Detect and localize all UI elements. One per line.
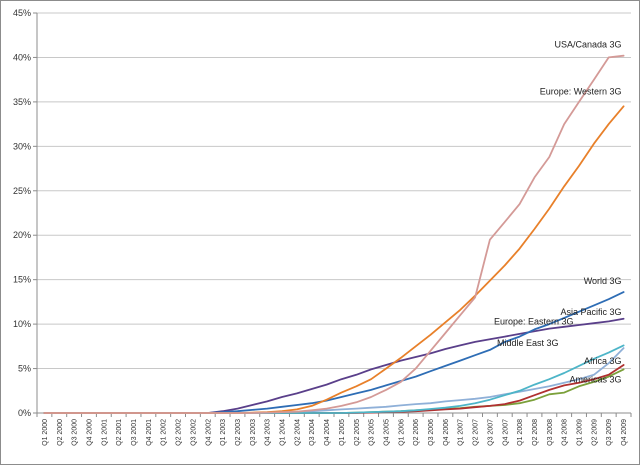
x-tick-label: Q2 2009 — [591, 419, 598, 446]
x-tick-label: Q2 2003 — [235, 419, 242, 446]
x-tick-label: Q2 2004 — [294, 419, 301, 446]
series-line — [43, 344, 625, 414]
x-tick-label: Q2 2006 — [413, 419, 420, 446]
y-tick-label: 15% — [13, 275, 31, 285]
x-tick-label: Q1 2009 — [577, 419, 584, 446]
x-tick-label: Q2 2001 — [116, 419, 123, 446]
x-tick-label: Q2 2008 — [532, 419, 539, 446]
x-tick-label: Q2 2005 — [354, 419, 361, 446]
y-tick-label: 35% — [13, 97, 31, 107]
x-tick-label: Q4 2001 — [146, 419, 153, 446]
y-tick-label: 45% — [13, 8, 31, 18]
x-tick-label: Q1 2008 — [517, 419, 524, 446]
series-line — [43, 54, 625, 414]
series-label: Middle East 3G — [497, 338, 559, 348]
x-tick-label: Q4 2004 — [324, 419, 331, 446]
x-tick-label: Q4 2005 — [383, 419, 390, 446]
x-tick-label: Q3 2006 — [428, 419, 435, 446]
y-tick-label: 25% — [13, 186, 31, 196]
series-label: USA/Canada 3G — [555, 40, 622, 50]
x-tick-label: Q3 2004 — [309, 419, 316, 446]
series-labels: USA/Canada 3G Europe: Western 3G World 3G A… — [494, 40, 622, 385]
x-tick-label: Q4 2000 — [86, 419, 93, 446]
x-tick-label: Q1 2001 — [101, 419, 108, 446]
x-tick-label: Q1 2003 — [220, 419, 227, 446]
x-tick-label: Q1 2004 — [280, 419, 287, 446]
series-line — [43, 347, 625, 414]
x-tick-label: Q4 2003 — [265, 419, 272, 446]
x-tick-label: Q3 2007 — [487, 419, 494, 446]
x-tick-label: Q1 2005 — [339, 419, 346, 446]
x-tick-label: Q3 2002 — [190, 419, 197, 446]
x-tick-label: Q4 2008 — [562, 419, 569, 446]
x-tick-label: Q2 2002 — [176, 419, 183, 446]
y-tick-label: 30% — [13, 141, 31, 151]
y-tick-label: 0% — [18, 408, 31, 418]
x-tick-label: Q4 2002 — [205, 419, 212, 446]
axes — [33, 12, 632, 417]
series-label: Europe: Western 3G — [540, 86, 622, 96]
x-tick-label: Q1 2007 — [458, 419, 465, 446]
x-tick-label: Q2 2007 — [473, 419, 480, 446]
y-tick-label: 20% — [13, 230, 31, 240]
x-tick-label: Q1 2002 — [161, 419, 168, 446]
y-tick-label: 40% — [13, 52, 31, 62]
x-axis-ticks: Q1 2000 Q2 2000 Q3 2000 Q4 2000 Q1 2001 Q2 20… — [42, 419, 628, 446]
x-tick-label: Q3 2003 — [250, 419, 257, 446]
series-label: Americas 3G — [570, 374, 622, 384]
gridlines — [37, 12, 631, 370]
x-tick-label: Q2 2000 — [57, 419, 64, 446]
x-tick-label: Q3 2000 — [72, 419, 79, 446]
series-label: Europe: Eastern 3G — [494, 316, 574, 326]
x-tick-label: Q3 2005 — [369, 419, 376, 446]
x-tick-label: Q3 2008 — [547, 419, 554, 446]
x-tick-label: Q4 2007 — [502, 419, 509, 446]
x-tick-label: Q4 2009 — [621, 419, 628, 446]
series-lines — [43, 54, 625, 414]
x-tick-label: Q4 2006 — [443, 419, 450, 446]
series-label: World 3G — [584, 276, 622, 286]
series-line — [43, 105, 625, 414]
x-tick-label: Q1 2000 — [42, 419, 49, 446]
y-tick-label: 10% — [13, 319, 31, 329]
y-axis-ticks: 0% 5% 10% 15% 20% 25% 30% 35% 40% 45% — [13, 8, 31, 418]
x-tick-label: Q1 2006 — [398, 419, 405, 446]
x-tick-label: Q3 2001 — [131, 419, 138, 446]
x-tick-label: Q3 2009 — [606, 419, 613, 446]
series-label: Africa 3G — [584, 356, 622, 366]
y-tick-label: 5% — [18, 364, 31, 374]
series-label: Asia Pacific 3G — [561, 307, 622, 317]
